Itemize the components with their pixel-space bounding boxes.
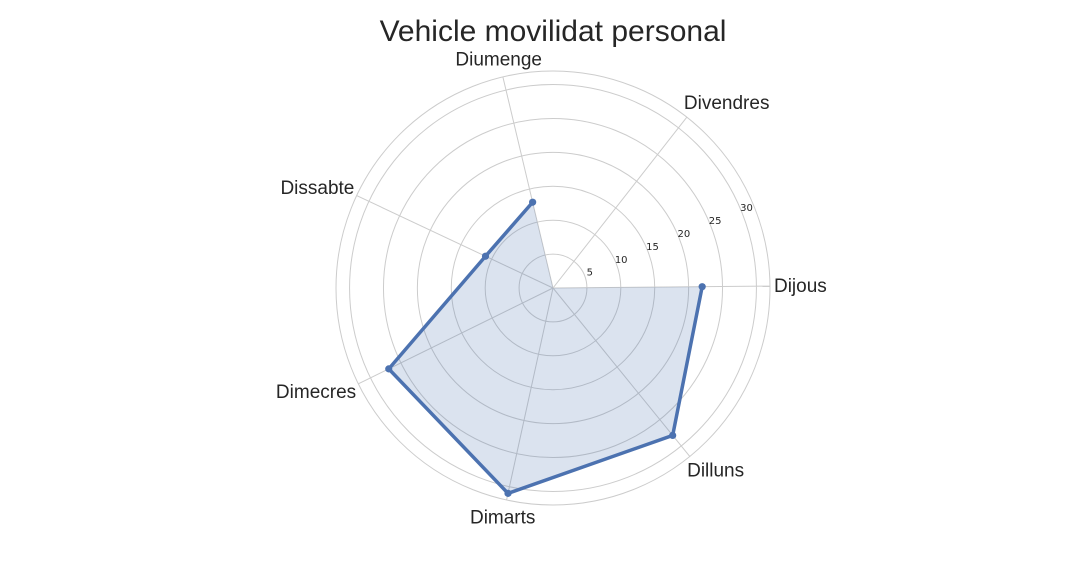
axis-label: Dissabte [280, 178, 354, 199]
grid-spoke [552, 116, 688, 289]
series-fill [388, 202, 703, 494]
data-point [481, 252, 490, 260]
axis-label: Divendres [684, 93, 770, 114]
radial-tick-label: 5 [587, 268, 593, 279]
grid-outer-ring [335, 70, 771, 506]
grid-spoke [356, 195, 554, 289]
radial-tick-label: 20 [677, 229, 690, 240]
radial-tick-label: 10 [615, 255, 628, 266]
radar-series-layer [385, 198, 706, 497]
axis-label: Dimecres [276, 382, 356, 403]
data-point [698, 283, 706, 291]
axis-label: Diumenge [455, 49, 542, 70]
radar-grid [335, 70, 771, 506]
chart-title: Vehicle movilidat personal [380, 15, 727, 48]
grid-spoke [506, 287, 554, 501]
grid-ring [484, 219, 622, 357]
radial-tick-label: 25 [709, 216, 722, 227]
data-point [385, 365, 393, 373]
grid-ring [349, 84, 757, 492]
radar-axis-labels: Dijous Divendres Diumenge Dissabte Dimecres D… [276, 49, 827, 528]
axis-label: Dimarts [470, 508, 535, 529]
radial-tick-label: 30 [740, 203, 753, 214]
axis-label: Dilluns [687, 460, 744, 481]
grid-spoke [552, 285, 770, 289]
grid-spoke [552, 287, 691, 457]
radar-radial-ticks: 5 10 15 20 25 30 [587, 203, 753, 279]
grid-ring [416, 151, 690, 425]
grid-ring [382, 117, 724, 459]
radial-tick-label: 15 [646, 242, 659, 253]
axis-label: Dijous [774, 276, 827, 297]
series-line [386, 201, 704, 496]
grid-spoke [502, 76, 554, 289]
data-point [669, 431, 677, 440]
data-point [504, 489, 512, 497]
data-point [529, 198, 537, 206]
grid-ring [450, 185, 656, 391]
